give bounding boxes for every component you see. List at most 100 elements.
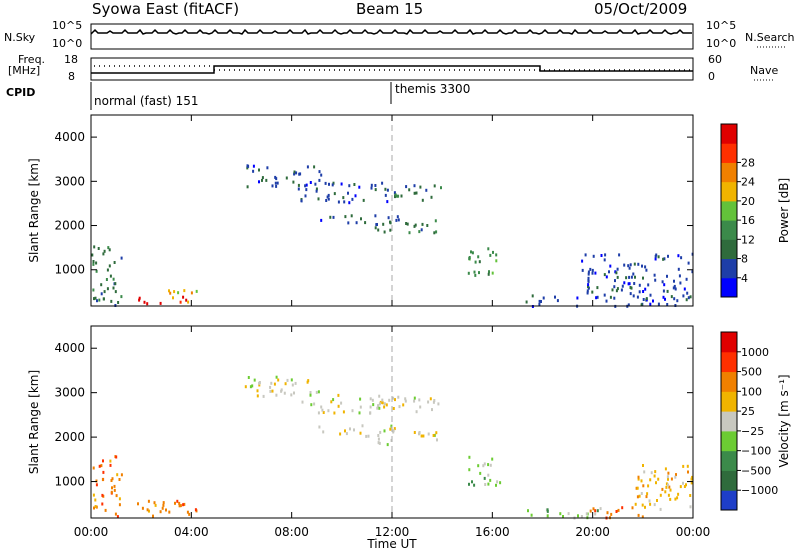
y-tick-label: 2000 (54, 430, 85, 444)
data-cell (101, 493, 104, 497)
data-cell (488, 270, 490, 274)
data-cell (117, 301, 120, 304)
data-cell (162, 503, 165, 507)
data-cell (97, 247, 100, 250)
data-cell (115, 455, 118, 459)
data-cell (608, 270, 610, 274)
data-cell (347, 221, 350, 225)
data-cell (178, 504, 181, 508)
data-cell (381, 398, 384, 402)
cpid-mode-1: normal (fast) 151 (94, 94, 199, 108)
data-cell (666, 274, 668, 278)
freq-label: Freq. (18, 53, 46, 66)
data-cell (118, 497, 121, 501)
data-cell (309, 391, 312, 394)
data-cell (628, 266, 631, 270)
data-cell (585, 512, 588, 516)
data-cell (496, 480, 499, 484)
data-cell (587, 285, 589, 289)
nave-tick-low: 0 (708, 70, 715, 83)
data-cell (638, 290, 641, 294)
colorbar-swatch (721, 181, 737, 202)
data-cell (271, 389, 274, 393)
data-cell (467, 271, 470, 275)
data-cell (489, 253, 492, 257)
data-cell (275, 184, 278, 188)
data-cell (420, 228, 423, 232)
data-cell (258, 381, 261, 385)
data-cell (172, 296, 174, 300)
data-cell (274, 181, 277, 185)
x-tick-label: 16:00 (475, 525, 510, 539)
data-cell (664, 467, 667, 471)
data-cell (414, 223, 417, 227)
data-cell (636, 495, 639, 499)
data-cell (666, 303, 669, 306)
data-cell (667, 471, 670, 475)
data-cell (687, 261, 690, 265)
data-cell (147, 499, 150, 503)
data-cell (286, 378, 289, 382)
data-cell (351, 197, 354, 201)
data-cell (418, 230, 421, 234)
data-cell (531, 294, 534, 298)
data-cell (667, 254, 669, 258)
data-cell (405, 222, 408, 225)
nave-label: Nave (750, 64, 779, 77)
data-cell (468, 482, 470, 486)
data-cell (388, 398, 391, 402)
data-cell (359, 431, 362, 435)
data-cell (112, 277, 115, 281)
data-cell (326, 195, 329, 199)
data-cell (642, 298, 645, 301)
data-cell (95, 483, 98, 487)
power-panel: 1000 2000 3000 4000 Slant Range [km] 4 8 12 16 20… (27, 114, 791, 308)
data-cell (611, 288, 614, 292)
data-cell (108, 264, 111, 268)
data-cell (431, 408, 433, 412)
colorbar-tick-label: −1000 (741, 484, 778, 497)
data-cell (393, 191, 396, 195)
data-cell (331, 183, 334, 187)
data-cell (641, 503, 644, 507)
data-cell (655, 481, 657, 485)
data-cell (657, 302, 660, 306)
data-cell (546, 509, 549, 513)
data-cell (310, 403, 313, 407)
data-cell (370, 183, 373, 187)
data-cell (618, 253, 621, 257)
data-cell (273, 382, 276, 386)
y-tick-label: 4000 (54, 341, 85, 355)
data-cell (433, 399, 436, 402)
data-cell (580, 515, 583, 518)
data-cell (344, 429, 346, 433)
data-cell (165, 508, 167, 512)
data-cell (154, 503, 157, 507)
data-cell (603, 293, 606, 297)
data-cell (275, 393, 278, 397)
data-cell (168, 510, 171, 514)
y-tick-label: 3000 (54, 386, 85, 400)
data-cell (108, 248, 111, 252)
data-cell (374, 214, 377, 218)
data-cell (546, 508, 549, 512)
data-cell (420, 434, 423, 438)
data-cell (249, 385, 252, 389)
data-cell (92, 288, 95, 292)
data-cell (392, 407, 395, 410)
data-cell (269, 389, 272, 393)
data-cell (383, 230, 386, 234)
data-cell (645, 495, 648, 499)
data-cell (567, 512, 570, 516)
data-cell (649, 293, 652, 297)
data-cell (413, 184, 416, 188)
data-cell (307, 379, 310, 383)
data-cell (408, 188, 411, 192)
data-cell (562, 515, 564, 518)
data-cell (378, 402, 381, 406)
data-cell (640, 303, 643, 307)
data-cell (328, 182, 330, 186)
data-cell (649, 502, 652, 506)
y-axis-label: Slant Range [km] (27, 158, 41, 262)
data-cell (468, 455, 471, 459)
